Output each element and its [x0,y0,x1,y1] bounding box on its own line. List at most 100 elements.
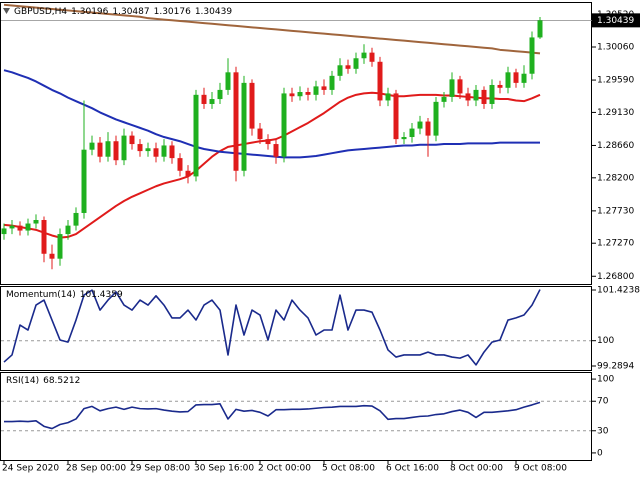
candle-body [33,220,39,224]
candle-body [17,225,23,231]
x-tick-label: 2 Oct 00:00 [258,464,311,474]
x-tick-label: 28 Sep 00:00 [66,464,126,474]
symbol: GBPUSD,H4 [14,7,67,17]
x-tick-label: 9 Oct 08:00 [514,464,567,474]
candle-body [65,225,71,235]
candle-body [417,121,423,129]
candle-body [393,93,399,140]
candle-body [289,93,295,97]
y-tick-label: 101.4238 [597,285,640,295]
candle-body [473,89,479,101]
chart-title: GBPUSD,H4 1.30196 1.30487 1.30176 1.30439 [14,7,232,17]
panel-frame [0,286,592,371]
y-tick-label: 30 [597,426,609,436]
candle-body [161,145,167,157]
indicator-title: Momentum(14) 101.4359 [6,290,123,300]
y-tick-label: 70 [597,397,609,407]
candle-body [297,92,303,97]
candle-body [233,72,239,171]
candle-body [185,170,191,177]
indicator-value: 68.5212 [43,376,80,386]
ohlc-low: 1.30176 [154,7,191,17]
candle-body [529,37,535,74]
candle-body [361,52,367,59]
candle-body [193,94,199,177]
candle-body [257,128,263,140]
x-tick-label: 24 Sep 2020 [2,464,59,474]
y-tick-label: 0 [597,448,603,458]
ohlc-high: 1.30487 [112,7,149,17]
candle-body [497,84,503,88]
candle-body [225,72,231,90]
indicator-name: Momentum(14) [6,290,76,300]
candle-body [521,73,527,83]
x-tick-label: 8 Oct 00:00 [450,464,503,474]
candle-body [209,99,215,104]
title-icon [3,8,10,14]
indicator-value: 101.4359 [80,290,123,300]
y-tick-label: 100 [597,375,614,385]
y-tick-label: 99.2894 [597,361,634,371]
indicator-line [3,3,541,55]
current-price-box [592,13,640,28]
panel-frame [0,372,592,461]
candle-body [329,75,335,90]
candle-body [465,93,471,101]
candle-body [345,65,351,69]
candle-body [121,135,127,161]
candle-body [1,228,7,235]
candle-body [113,141,119,161]
ohlc-open: 1.30196 [71,7,108,17]
y-tick-label: 1.29590 [597,76,634,86]
y-tick-label: 1.27270 [597,239,634,249]
candle-body [217,89,223,100]
candle-body [41,220,47,254]
x-tick-label: 30 Sep 16:00 [194,464,254,474]
indicator-title: RSI(14) 68.5212 [6,376,80,386]
candle-body [81,149,87,213]
candle-body [25,223,31,231]
candle-body [281,93,287,157]
candle-body [177,158,183,171]
candle-body [425,121,431,136]
y-tick-label: 1.30060 [597,43,634,53]
candle-body [305,92,311,95]
candle-body [241,82,247,171]
indicator-line [3,69,540,159]
candle-body [489,84,495,104]
y-tick-label: 1.28200 [597,173,634,183]
candle-body [353,58,359,69]
candle-body [57,234,63,259]
y-tick-label: 1.29130 [597,108,634,118]
candle-body [401,137,407,140]
candle-body [313,86,319,95]
y-tick-label: 100 [597,336,614,346]
candle-body [49,253,55,259]
x-tick-label: 5 Oct 08:00 [322,464,375,474]
candle-body [153,148,159,157]
candle-body [265,139,271,145]
candle-body [73,212,79,226]
current-price-label: 1.30439 [597,16,634,26]
candle-body [249,82,255,129]
x-tick-label: 6 Oct 16:00 [386,464,439,474]
candle-body [337,65,343,76]
candle-body [513,72,519,83]
indicator-line [4,401,541,430]
candle-body [9,225,15,229]
candle-body [89,142,95,150]
indicator-line [3,289,541,366]
candle-body [105,141,111,157]
candle-body [377,61,383,101]
candle-body [321,86,327,90]
candle-body [369,52,375,62]
y-tick-label: 1.27730 [597,206,634,216]
candle-body [137,144,143,152]
candle-body [537,20,543,38]
y-tick-label: 1.26800 [597,272,634,282]
x-tick-label: 29 Sep 08:00 [130,464,190,474]
candle-body [457,79,463,94]
